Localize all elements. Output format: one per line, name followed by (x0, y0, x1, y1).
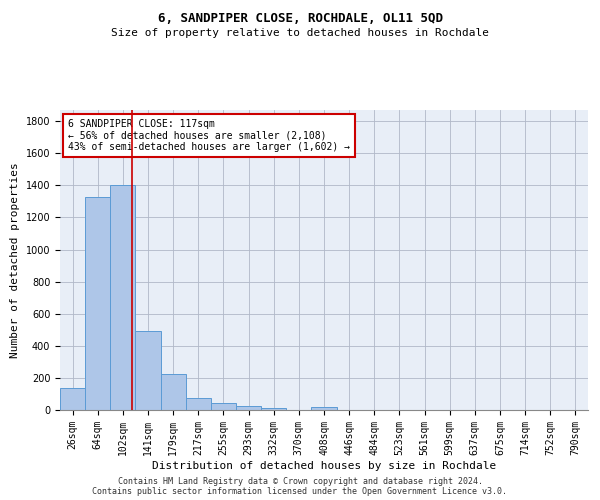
Bar (85, 196, 110, 410)
Bar (161, 374, 186, 410)
Text: Contains public sector information licensed under the Open Government Licence v3: Contains public sector information licen… (92, 487, 508, 496)
Bar (136, 330, 161, 410)
Text: Contains HM Land Registry data © Crown copyright and database right 2024.: Contains HM Land Registry data © Crown c… (118, 477, 482, 486)
Text: 6, SANDPIPER CLOSE, ROCHDALE, OL11 5QD: 6, SANDPIPER CLOSE, ROCHDALE, OL11 5QD (157, 12, 443, 26)
Y-axis label: Number of detached properties: Number of detached properties (10, 162, 20, 358)
Bar (236, 406, 261, 410)
Text: 6 SANDPIPER CLOSE: 117sqm
← 56% of detached houses are smaller (2,108)
43% of se: 6 SANDPIPER CLOSE: 117sqm ← 56% of detac… (68, 119, 350, 152)
X-axis label: Distribution of detached houses by size in Rochdale: Distribution of detached houses by size … (152, 460, 496, 470)
Bar (311, 407, 337, 410)
Bar (261, 408, 286, 410)
Bar (60, 388, 85, 410)
Text: Size of property relative to detached houses in Rochdale: Size of property relative to detached ho… (111, 28, 489, 38)
Bar (211, 404, 236, 410)
Bar (186, 398, 211, 410)
Bar (110, 186, 136, 410)
